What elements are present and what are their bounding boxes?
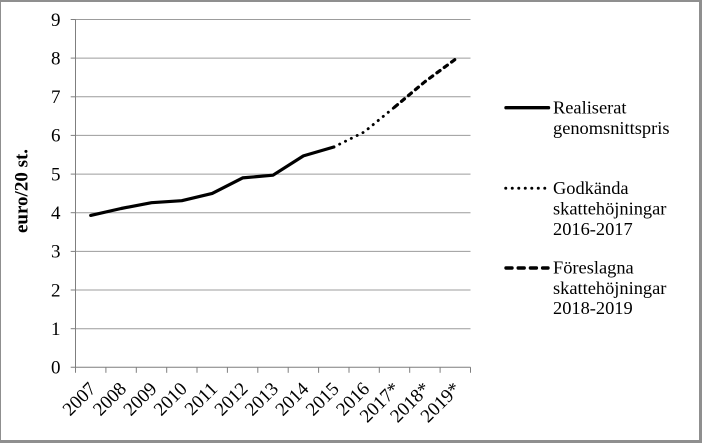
svg-text:genomsnittspris: genomsnittspris [553, 118, 669, 138]
svg-text:4: 4 [51, 203, 61, 224]
svg-text:Godkända: Godkända [553, 178, 629, 198]
svg-text:8: 8 [51, 48, 61, 69]
svg-text:2018-2019: 2018-2019 [553, 298, 633, 318]
svg-text:skattehöjningar: skattehöjningar [553, 199, 666, 219]
svg-text:3: 3 [51, 242, 61, 263]
svg-text:5: 5 [51, 164, 61, 185]
svg-text:2: 2 [51, 280, 61, 301]
svg-text:skattehöjningar: skattehöjningar [553, 278, 666, 298]
svg-text:7: 7 [51, 87, 61, 108]
svg-text:9: 9 [51, 10, 61, 31]
svg-text:Realiserat: Realiserat [553, 97, 627, 117]
svg-text:euro/20 st.: euro/20 st. [12, 149, 33, 233]
svg-text:6: 6 [51, 126, 61, 147]
svg-text:1: 1 [51, 319, 61, 340]
svg-text:0: 0 [51, 358, 61, 379]
svg-text:2016-2017: 2016-2017 [553, 219, 633, 239]
svg-text:Föreslagna: Föreslagna [553, 257, 634, 277]
